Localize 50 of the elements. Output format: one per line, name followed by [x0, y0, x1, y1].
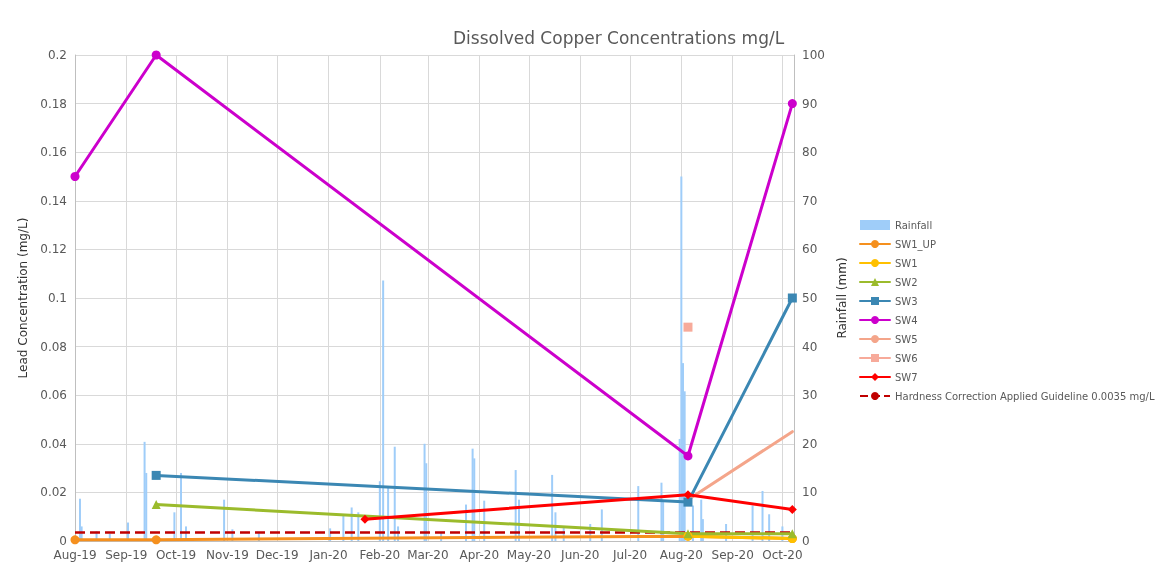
x-tick-label: Jun-20 [560, 548, 600, 562]
y2-tick-label: 70 [802, 193, 818, 208]
x-tick-label: Feb-20 [359, 548, 401, 562]
y-tick-label: 0.04 [40, 436, 67, 451]
y2-tick-label: 30 [802, 388, 818, 403]
x-tick-label: Oct-20 [762, 548, 803, 562]
y-tick-label: 0.2 [47, 48, 67, 62]
x-tick-label: Sep-19 [105, 548, 148, 562]
y-tick-label: 0 [59, 534, 67, 548]
legend-label: SW7 [895, 371, 918, 383]
x-tick-label: Oct-19 [155, 548, 197, 562]
legend-label: Hardness Correction Applied Guideline 0.0035 mg/L [895, 390, 1155, 402]
y-tick-label: 0.1 [47, 291, 67, 305]
y-tick-label: 0.08 [40, 339, 67, 354]
legend-label: Rainfall [895, 219, 933, 231]
x-tick-label: May-20 [506, 548, 552, 562]
y-tick-label: 0.06 [40, 388, 67, 403]
y-tick-label: 0.14 [40, 193, 67, 208]
y2-tick-label: 50 [802, 291, 818, 305]
y-tick-label: 0.16 [40, 145, 67, 160]
x-tick-label: Sep-20 [711, 548, 754, 562]
x-tick-label: Mar-20 [407, 548, 449, 562]
y-tick-label: 0.18 [40, 96, 67, 111]
y-axis-title: Lead Concentration (mg/L) [16, 217, 31, 379]
y2-tick-label: 100 [802, 48, 825, 62]
y-tick-label: 0.12 [40, 242, 67, 257]
legend-label: SW3 [895, 295, 918, 307]
legend-label: SW2 [895, 276, 918, 288]
y2-tick-label: 0 [802, 534, 810, 548]
legend-label: SW5 [895, 333, 918, 345]
y-tick-label: 0.02 [40, 485, 67, 500]
x-tick-label: Jan-20 [308, 548, 348, 562]
legend-label: SW1_UP [895, 238, 936, 251]
y2-tick-label: 40 [802, 339, 818, 354]
legend-label: SW4 [895, 314, 918, 326]
chart-title: Dissolved Copper Concentrations mg/L [453, 27, 785, 48]
legend-label: SW1 [895, 257, 918, 269]
legend-label: SW6 [895, 352, 918, 364]
x-tick-label: Dec-19 [255, 548, 299, 562]
x-tick-label: Aug-19 [53, 548, 97, 562]
y2-tick-label: 20 [802, 436, 818, 451]
x-tick-label: Nov-19 [206, 548, 249, 562]
x-tick-label: Jul-20 [611, 548, 648, 562]
x-tick-label: Aug-20 [659, 548, 703, 562]
y2-tick-label: 80 [802, 145, 818, 160]
y2-tick-label: 60 [802, 242, 818, 257]
y2-tick-label: 10 [802, 485, 818, 500]
y2-tick-label: 90 [802, 96, 818, 111]
y2-axis-title: Rainfall (mm) [834, 257, 849, 339]
x-tick-label: Apr-20 [459, 548, 500, 562]
